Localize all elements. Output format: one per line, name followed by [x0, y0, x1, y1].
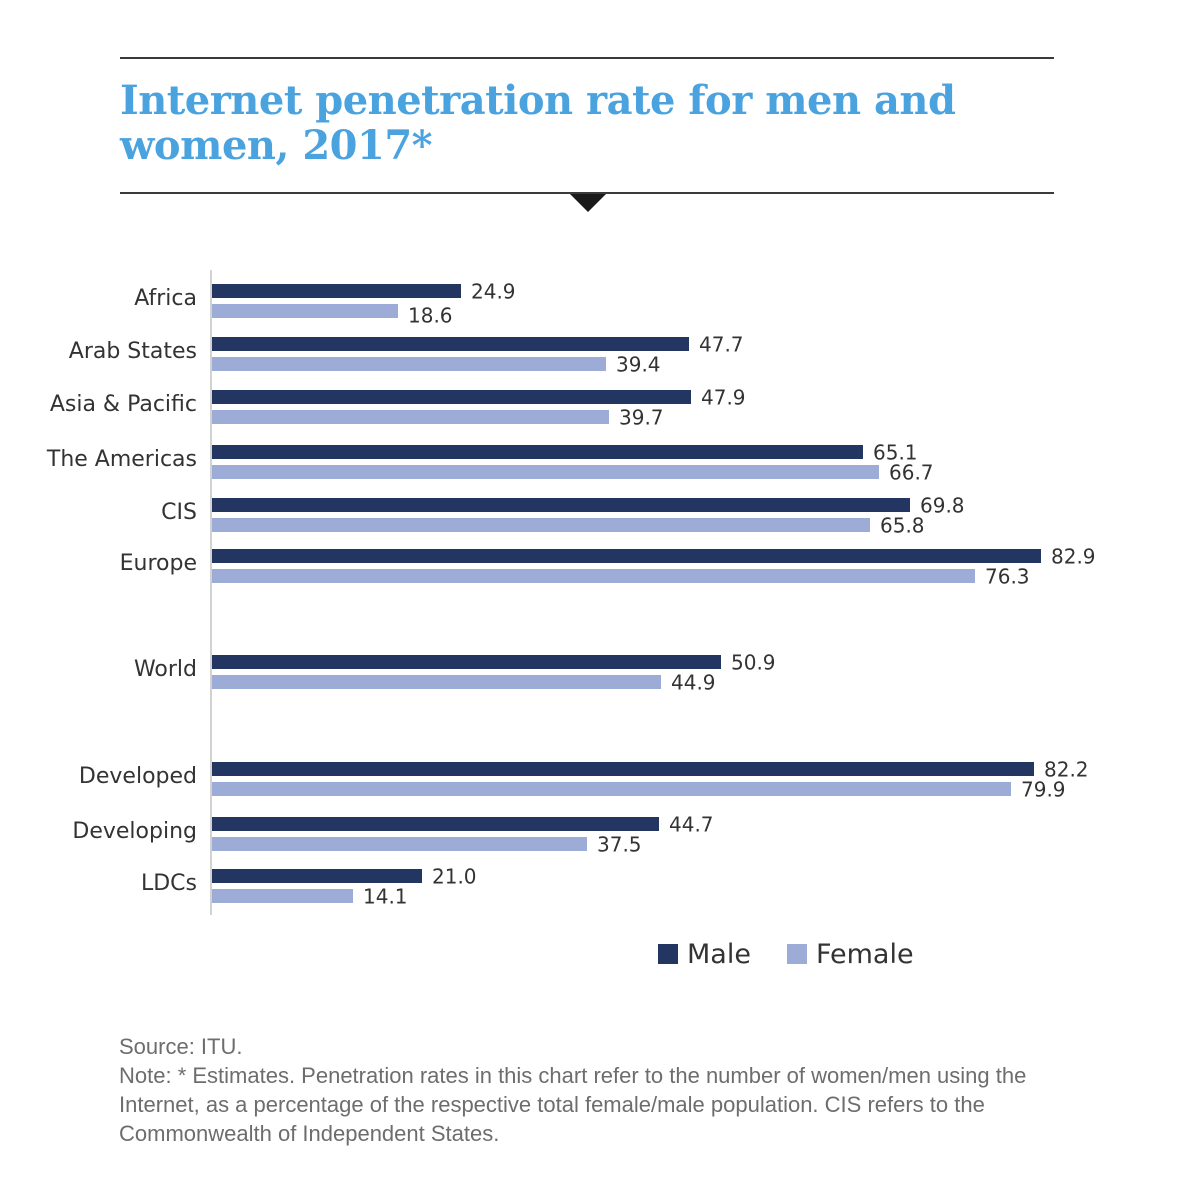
- estimates-note: Note: * Estimates. Penetration rates in …: [119, 1063, 1027, 1146]
- bar-male-developed: [212, 762, 1034, 776]
- value-label-male-developed: 82.2: [1044, 758, 1089, 782]
- value-label-male-the-americas: 65.1: [873, 441, 918, 465]
- bar-male-developing: [212, 817, 659, 831]
- value-label-male-cis: 69.8: [920, 494, 965, 518]
- bar-female-developed: [212, 782, 1011, 796]
- value-label-male-ldcs: 21.0: [432, 865, 477, 889]
- value-label-male-world: 50.9: [731, 651, 776, 675]
- value-label-male-asia-and-pacific: 47.9: [701, 386, 746, 410]
- value-label-female-africa: 18.6: [408, 304, 453, 328]
- legend-label-female: Female: [815, 938, 914, 970]
- bar-female-europe: [212, 569, 975, 583]
- bar-male-world: [212, 655, 721, 669]
- value-label-female-ldcs: 14.1: [363, 885, 408, 909]
- chart-title: Internet penetration rate for men and wo…: [120, 77, 956, 169]
- bar-male-europe: [212, 549, 1041, 563]
- value-label-male-developing: 44.7: [669, 813, 714, 837]
- category-label-cis: CIS: [161, 500, 197, 525]
- bar-male-arab-states: [212, 337, 689, 351]
- bottom-rule: [120, 192, 1054, 194]
- value-label-female-the-americas: 66.7: [889, 461, 934, 485]
- pointer-triangle-icon: [570, 194, 606, 212]
- legend-swatch-male: [658, 944, 678, 964]
- bar-female-developing: [212, 837, 587, 851]
- bar-female-ldcs: [212, 889, 353, 903]
- category-label-africa: Africa: [134, 286, 197, 311]
- value-label-female-arab-states: 39.4: [616, 353, 661, 377]
- bar-female-the-americas: [212, 465, 879, 479]
- category-label-the-americas: The Americas: [46, 447, 197, 472]
- value-label-male-africa: 24.9: [471, 280, 516, 304]
- chart-legend: Male Female: [658, 936, 950, 972]
- bar-male-africa: [212, 284, 461, 298]
- value-label-female-asia-and-pacific: 39.7: [619, 406, 664, 430]
- legend-label-male: Male: [687, 938, 751, 970]
- value-label-female-developing: 37.5: [597, 833, 642, 857]
- category-label-asia-and-pacific: Asia & Pacific: [50, 392, 197, 417]
- category-label-developed: Developed: [79, 764, 197, 789]
- bar-male-the-americas: [212, 445, 863, 459]
- bar-female-asia-and-pacific: [212, 410, 609, 424]
- category-label-developing: Developing: [72, 819, 197, 844]
- source-note: Source: ITU.: [119, 1034, 243, 1059]
- value-label-female-world: 44.9: [671, 671, 716, 695]
- bar-male-asia-and-pacific: [212, 390, 691, 404]
- value-label-female-developed: 79.9: [1021, 778, 1066, 802]
- bar-female-africa: [212, 304, 398, 318]
- value-label-male-europe: 82.9: [1051, 545, 1096, 569]
- legend-swatch-female: [786, 944, 807, 964]
- bar-male-cis: [212, 498, 910, 512]
- category-label-world: World: [134, 657, 197, 682]
- bar-male-ldcs: [212, 869, 422, 883]
- category-label-ldcs: LDCs: [141, 871, 197, 896]
- footnotes: Source: ITU. Note: * Estimates. Penetrat…: [119, 1032, 1059, 1148]
- value-label-female-cis: 65.8: [880, 514, 925, 538]
- legend-item-female: Female: [786, 938, 914, 970]
- bar-female-arab-states: [212, 357, 606, 371]
- category-label-arab-states: Arab States: [69, 339, 197, 364]
- legend-item-male: Male: [658, 939, 751, 970]
- bar-female-world: [212, 675, 661, 689]
- value-label-male-arab-states: 47.7: [699, 333, 744, 357]
- bar-chart: Africa 24.9 18.6 Arab States 47.7 39.4 Asia & …: [46, 270, 1096, 915]
- value-label-female-europe: 76.3: [985, 565, 1030, 589]
- bar-female-cis: [212, 518, 870, 532]
- category-label-europe: Europe: [120, 551, 197, 576]
- top-rule: [120, 57, 1054, 59]
